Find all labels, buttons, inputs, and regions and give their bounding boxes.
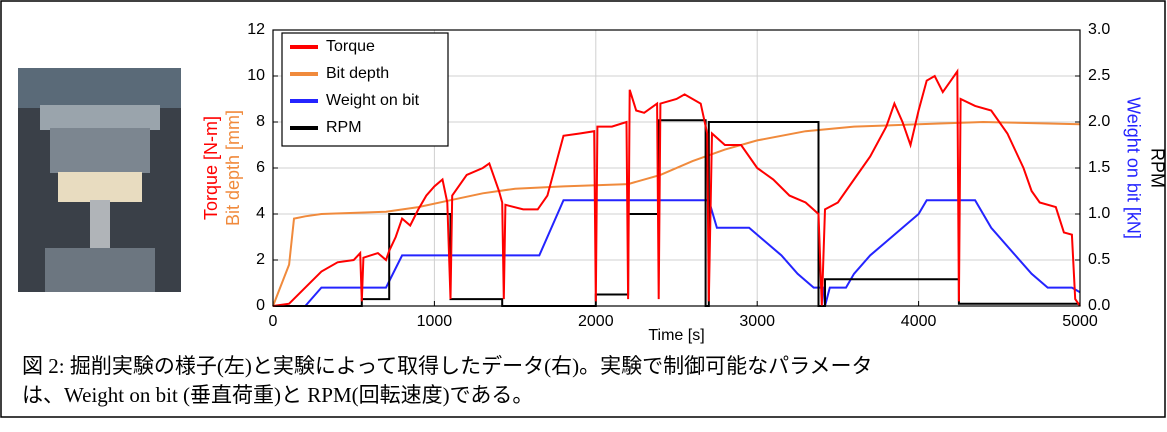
x-tick-label: 0 — [269, 313, 278, 330]
caption-line: は、Weight on bit (垂直荷重)と RPM(回転速度)である。 — [22, 383, 533, 407]
y2-tick-label: 2.0 — [1088, 113, 1110, 130]
caption-line: 図 2: 掘削実験の様子(左)と実験によって取得したデータ(右)。実験で制御可能… — [22, 354, 873, 378]
y-tick-label: 6 — [256, 159, 265, 176]
photo — [18, 68, 181, 292]
y-axis-label: Torque [N-m] — [201, 116, 221, 220]
x-tick-label: 1000 — [417, 313, 453, 330]
y2-tick-label: 3.0 — [1088, 21, 1110, 38]
y-tick-label: 12 — [247, 21, 265, 38]
y2-axis-label: Weight on bit [kN] — [1123, 97, 1143, 239]
legend-label: Weight on bit — [326, 92, 420, 109]
y-axis-label: Bit depth [mm] — [223, 110, 243, 226]
y2-tick-label: 0.5 — [1088, 251, 1110, 268]
y2-tick-label: 1.0 — [1088, 205, 1110, 222]
figure: 図 2: 掘削実験の様子(左)と実験によって取得したデータ(右)。実験で制御可能… — [0, 0, 1167, 427]
x-tick-label: 3000 — [739, 313, 775, 330]
y-tick-label: 0 — [256, 297, 265, 314]
y-tick-label: 2 — [256, 251, 265, 268]
legend-label: Bit depth — [326, 65, 389, 82]
y-tick-label: 8 — [256, 113, 265, 130]
y-tick-label: 4 — [256, 205, 265, 222]
x-axis-label: Time [s] — [648, 327, 704, 344]
legend-label: Torque — [326, 38, 375, 55]
x-tick-label: 2000 — [578, 313, 614, 330]
x-tick-label: 5000 — [1062, 313, 1098, 330]
x-tick-label: 4000 — [901, 313, 937, 330]
legend-label: RPM — [326, 119, 362, 136]
y2-axis-label: RPM — [1147, 148, 1167, 188]
y2-tick-label: 2.5 — [1088, 67, 1110, 84]
y2-tick-label: 1.5 — [1088, 159, 1110, 176]
y-tick-label: 10 — [247, 67, 265, 84]
y2-tick-label: 0.0 — [1088, 297, 1110, 314]
